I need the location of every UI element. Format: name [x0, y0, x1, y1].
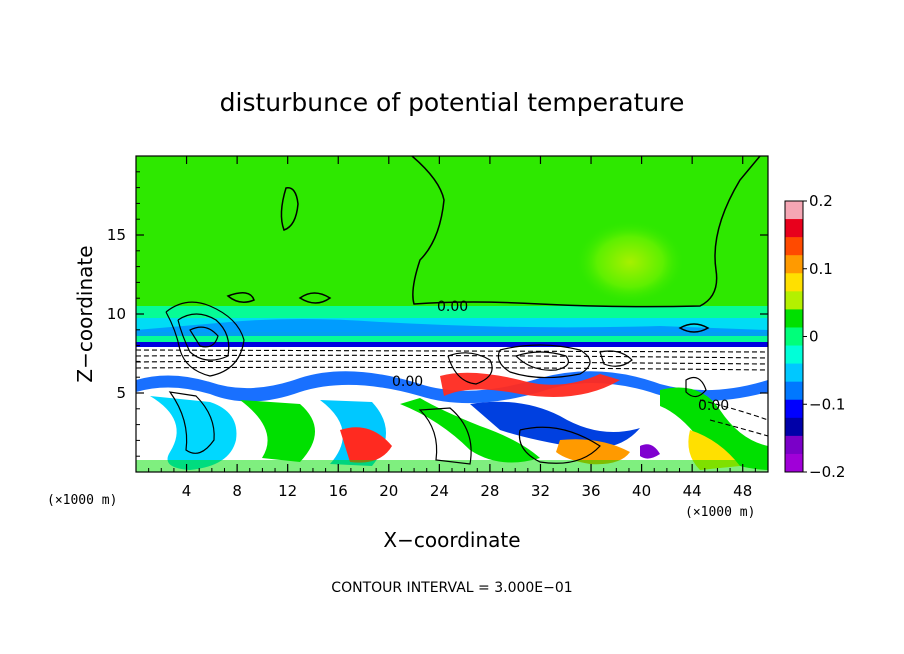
colorbar-swatch [785, 417, 803, 437]
x-tick-label: 44 [683, 482, 702, 500]
x-unit-right: (×1000 m) [685, 505, 755, 520]
field-green-swirl-1 [240, 400, 315, 462]
x-tick-label: 28 [480, 482, 499, 500]
x-tick-label: 40 [632, 482, 651, 500]
colorbar: 0.2 0.1 0 −0.1 −0.2 [784, 192, 845, 481]
x-tick-label: 16 [329, 482, 348, 500]
y-axis: 5 10 15 [107, 171, 768, 457]
field-blue-swirl [470, 401, 640, 449]
contour-label-left: 0.00 [392, 374, 423, 390]
colorbar-tick-label: 0.1 [809, 260, 833, 278]
field-red-patch-2 [440, 372, 620, 397]
colorbar-swatch [785, 363, 803, 383]
x-tick-label: 24 [430, 482, 449, 500]
contour-closed-1 [280, 187, 299, 231]
colorbar-tick-label: −0.1 [809, 395, 845, 413]
field-green-swirl-2 [400, 398, 540, 463]
contour-label-upper: 0.00 [437, 299, 468, 315]
colorbar-swatch [785, 345, 803, 365]
chart-title: disturbunce of potential temperature [220, 88, 685, 117]
contour-interval: CONTOUR INTERVAL = 3.000E−01 [331, 580, 572, 596]
colorbar-swatch [785, 291, 803, 310]
colorbar-swatch [785, 255, 803, 274]
x-tick-label: 32 [531, 482, 550, 500]
contour-closed-2 [226, 292, 255, 303]
field-bottom-strip [136, 460, 768, 472]
colorbar-swatch [785, 453, 803, 473]
colorbar-swatch [785, 399, 803, 419]
y-tick-label: 10 [107, 305, 126, 323]
colorbar-swatch [785, 219, 803, 238]
field-warm-anomaly [575, 220, 685, 304]
contour-label-right: 0.00 [698, 398, 729, 414]
contour-closed-3 [298, 292, 332, 304]
colorbar-tick-label: 0 [809, 328, 819, 346]
x-tick-label: 8 [232, 482, 242, 500]
plot-area: 0.00 0.00 0.00 [136, 156, 768, 472]
colorbar-swatch [785, 435, 803, 455]
field-green-swirl-3 [660, 387, 768, 470]
colorbar-tick-label: −0.2 [809, 463, 845, 481]
x-tick-label: 4 [182, 482, 192, 500]
colorbar-tick-label: 0.2 [809, 192, 833, 210]
y-axis-label: Z−coordinate [73, 245, 97, 382]
field-stable-band [136, 347, 768, 369]
field-blue-streak [136, 319, 768, 336]
y-tick-label: 5 [116, 384, 126, 402]
contour-closed-4 [678, 323, 710, 333]
field-cyan-swirl-1 [150, 396, 237, 470]
field-blue-line [136, 342, 768, 347]
field-purple-patch [640, 444, 660, 459]
colorbar-swatch [785, 327, 803, 347]
x-axis: 4 8 12 16 20 24 28 32 36 40 44 48 [148, 156, 756, 500]
colorbar-swatch [785, 273, 803, 292]
colorbar-swatch [785, 201, 803, 220]
x-tick-label: 36 [581, 482, 600, 500]
colorbar-swatch [785, 237, 803, 256]
contour-turbulent-clusters [165, 301, 707, 465]
x-tick-label: 20 [379, 482, 398, 500]
x-unit-left: (×1000 m) [47, 493, 117, 508]
x-tick-label: 12 [278, 482, 297, 500]
colorbar-swatch [785, 309, 803, 328]
x-tick-label: 48 [733, 482, 752, 500]
y-tick-label: 15 [107, 226, 126, 244]
field-red-patch-1 [340, 427, 392, 463]
colorbar-swatch [785, 381, 803, 401]
contour-dashed-set [136, 349, 768, 437]
contour-zero-upper [411, 156, 761, 308]
x-axis-label: X−coordinate [383, 528, 520, 552]
